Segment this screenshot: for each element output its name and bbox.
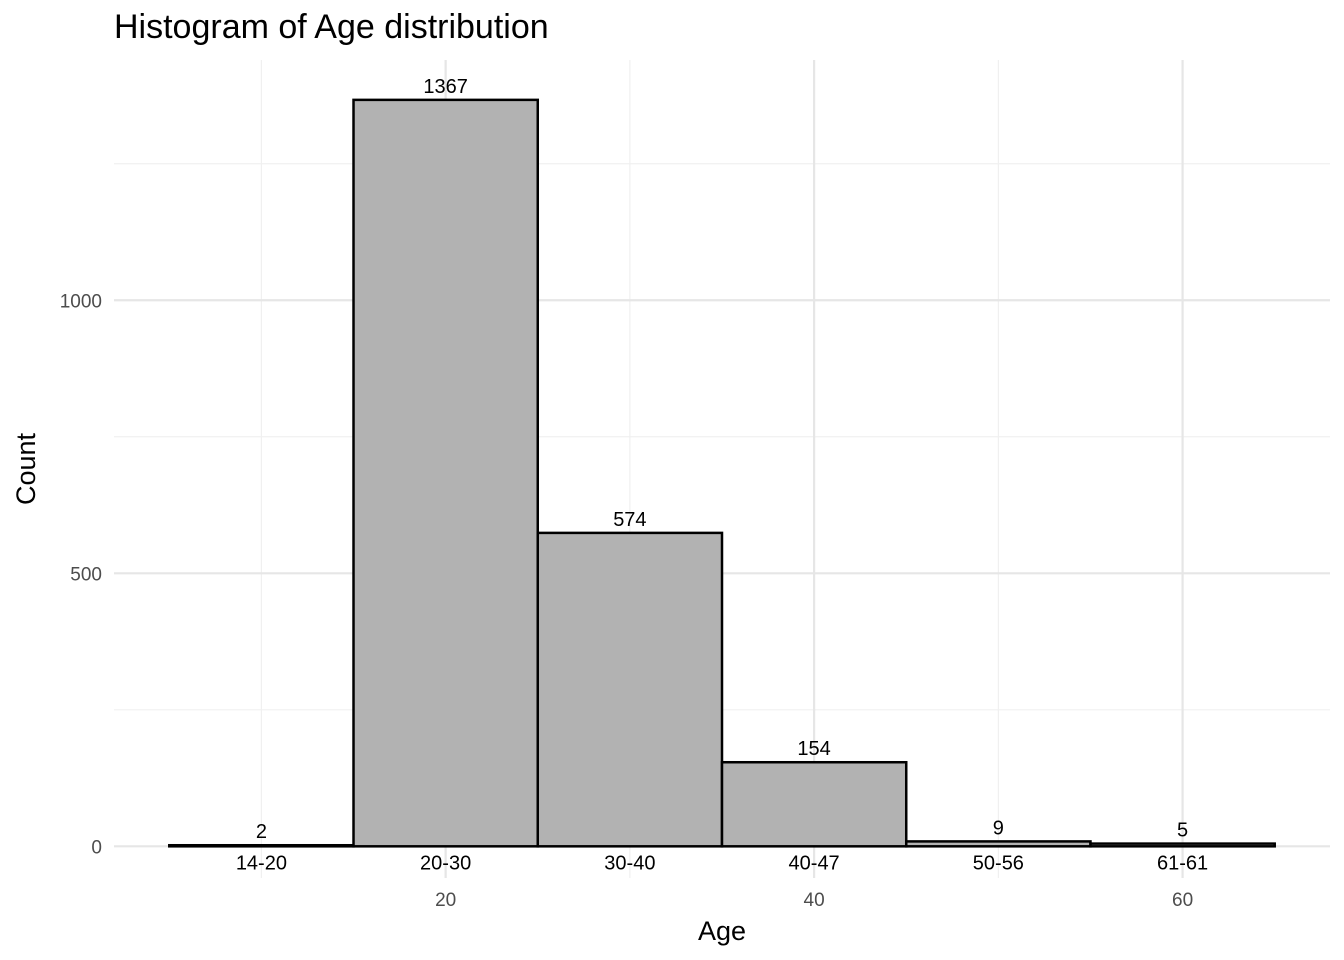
bar-count-label: 2 (256, 821, 267, 843)
histogram-bar (168, 843, 355, 848)
bar-count-label: 154 (797, 738, 830, 760)
y-tick-label: 500 (70, 564, 102, 585)
y-tick-label: 1000 (60, 291, 102, 312)
bar-count-label: 5 (1177, 820, 1188, 842)
histogram-bar (536, 531, 724, 848)
bin-range-label: 20-30 (420, 852, 471, 874)
bar-count-label: 574 (613, 509, 646, 531)
x-axis-title: Age (698, 916, 746, 946)
bin-range-label: 40-47 (789, 852, 840, 874)
labels: 0 500 1000 20 40 60 2 14-20 1367 20-30 574 30-40 154… (60, 76, 1208, 911)
bin-range-label: 14-20 (236, 852, 287, 874)
histogram-bar (352, 98, 540, 848)
y-axis-title: Count (11, 432, 41, 505)
y-tick-label: 0 (91, 837, 102, 858)
bars (168, 98, 1276, 848)
bin-range-label: 30-40 (604, 852, 655, 874)
bin-range-label: 61-61 (1157, 852, 1208, 874)
x-tick-label: 60 (1172, 890, 1193, 911)
histogram-bar (1089, 842, 1276, 848)
bar-count-label: 9 (993, 817, 1004, 839)
chart-title: Histogram of Age distribution (114, 8, 549, 46)
histogram-bar (720, 760, 908, 848)
bar-count-label: 1367 (423, 76, 468, 98)
x-tick-label: 40 (804, 890, 825, 911)
bin-range-label: 50-56 (973, 852, 1024, 874)
histogram-bar (904, 840, 1092, 848)
x-tick-label: 20 (435, 890, 456, 911)
